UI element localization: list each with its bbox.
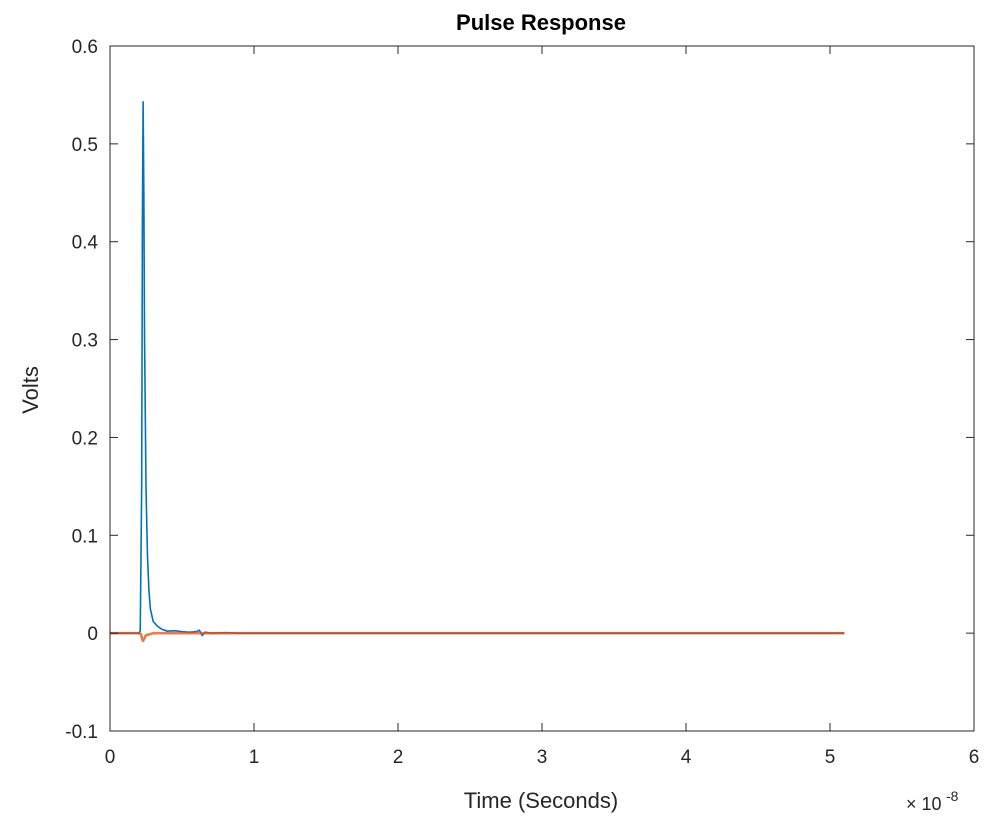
x-exponent-power: -8	[946, 788, 959, 804]
y-axis-label: Volts	[18, 366, 43, 414]
series-2-line	[110, 631, 845, 643]
axes-background	[110, 46, 974, 731]
x-tick-label: 1	[249, 747, 260, 768]
chart-title: Pulse Response	[456, 10, 626, 35]
x-axis-label: Time (Seconds)	[464, 788, 618, 813]
y-tick-label: 0.2	[72, 428, 98, 449]
x-tick-label: 0	[105, 747, 116, 768]
x-tick-label: 6	[969, 747, 980, 768]
y-tick-label: 0.5	[72, 135, 98, 156]
x-tick-label: 4	[681, 747, 692, 768]
y-tick-label: 0.3	[72, 331, 98, 352]
y-tick-label: 0.4	[72, 233, 99, 254]
x-tick-label: 2	[393, 747, 404, 768]
y-tick-label: 0	[87, 624, 98, 645]
y-tick-label: -0.1	[65, 722, 98, 743]
x-tick-label: 5	[825, 747, 836, 768]
y-tick-label: 0.1	[72, 526, 98, 547]
x-tick-label: 3	[537, 747, 548, 768]
tick-labels: 0 1 2 3 4 5 6 -0.1 0 0.1 0.2 0.3 0.4 0.5 0.6	[65, 37, 979, 768]
x-exponent-base: × 10	[906, 794, 942, 814]
y-tick-label: 0.6	[72, 37, 98, 58]
axes-box	[109, 45, 975, 732]
x-exponent-label: × 10 -8	[906, 788, 959, 814]
plot-area	[110, 100, 845, 643]
